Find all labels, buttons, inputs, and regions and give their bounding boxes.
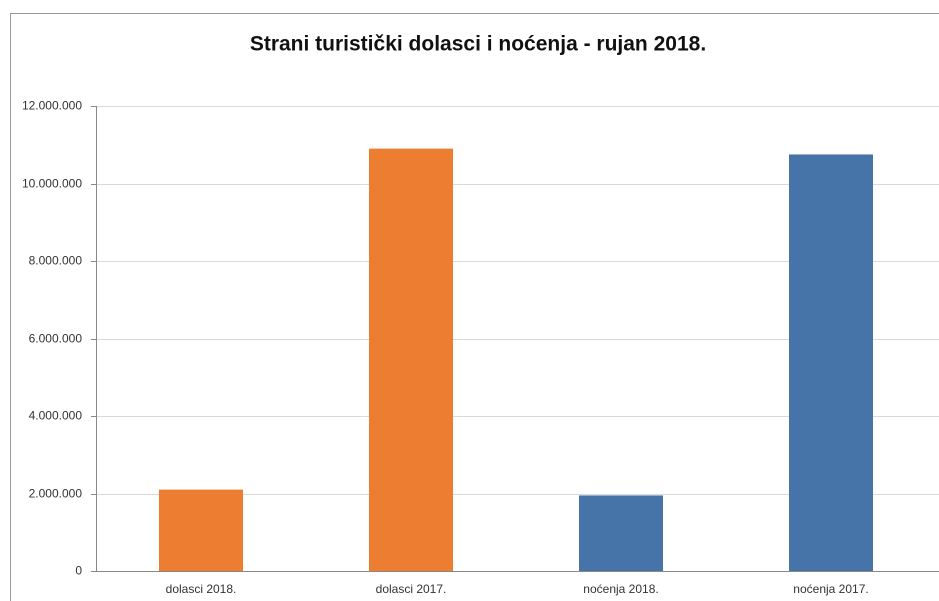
bar — [789, 154, 873, 571]
y-tick-label: 8.000.000 — [29, 254, 83, 268]
x-tick-label: noćenja 2018. — [583, 582, 658, 596]
y-tick-label: 10.000.000 — [22, 177, 82, 191]
x-tick-label: dolasci 2018. — [166, 582, 237, 596]
x-tick-label: noćenja 2017. — [793, 582, 868, 596]
y-tick-label: 0 — [75, 564, 82, 578]
y-tick-label: 12.000.000 — [22, 99, 82, 113]
bar — [369, 148, 453, 571]
y-tick-label: 4.000.000 — [29, 409, 83, 423]
y-tick-label: 2.000.000 — [29, 487, 83, 501]
bar — [579, 495, 663, 571]
x-tick-label: dolasci 2017. — [376, 582, 447, 596]
chart-title: Strani turistički dolasci i noćenja - ru… — [250, 33, 706, 56]
y-tick-label: 6.000.000 — [29, 332, 83, 346]
bar — [159, 489, 243, 571]
